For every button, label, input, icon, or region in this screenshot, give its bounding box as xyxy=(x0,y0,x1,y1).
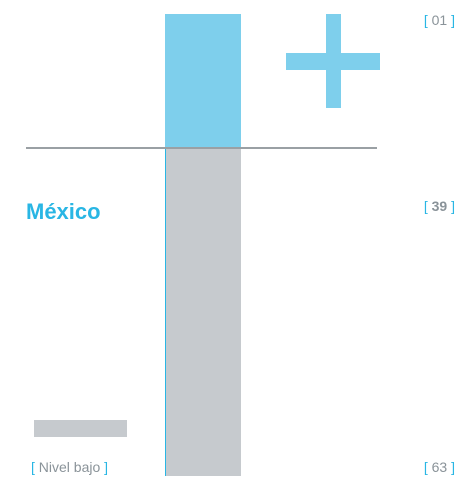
rank-top-label: [ 01 ] xyxy=(423,12,455,28)
bar-left-edge xyxy=(165,148,166,476)
country-reference-line xyxy=(26,147,377,149)
rank-top-value: 01 xyxy=(431,12,448,28)
level-label: [ Nivel bajo ] xyxy=(31,459,109,475)
country-label: México xyxy=(26,199,101,224)
level-label-text: Nivel bajo xyxy=(38,459,101,475)
rank-country-value: 39 xyxy=(431,198,448,214)
minus-icon xyxy=(34,420,127,437)
upper-segment-bar xyxy=(165,14,241,148)
rank-country-label: [ 39 ] xyxy=(423,198,455,214)
rank-bottom-label: [ 63 ] xyxy=(423,459,455,475)
lower-segment-bar xyxy=(165,148,241,476)
plus-icon xyxy=(286,14,380,108)
rank-bottom-value: 63 xyxy=(431,459,448,475)
